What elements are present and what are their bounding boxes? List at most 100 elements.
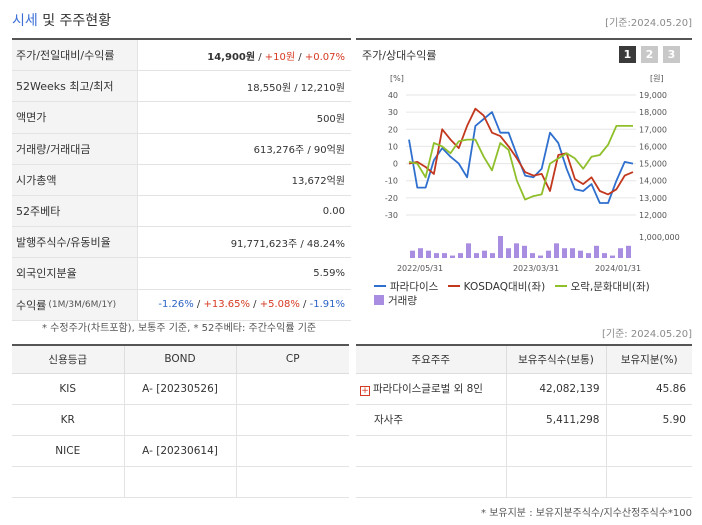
chart-tab-1[interactable]: 1	[619, 46, 636, 63]
agency-cell: KR	[12, 404, 125, 436]
volume-bar	[434, 253, 439, 258]
returns-label: 수익률	[16, 298, 47, 312]
volume-bar	[554, 243, 559, 258]
bond-rating-cell	[124, 404, 237, 436]
holder-pct-cell	[606, 435, 692, 467]
volume-bar	[498, 236, 503, 258]
price-info-table: 주가/전일대비/수익률 14,900원 / +10원 / +0.07% 52We…	[12, 38, 351, 321]
footnote-right: * 보유지분 : 보유지분주식수/지수산정주식수*100	[481, 508, 692, 519]
chart-legend: 파라다이스 KOSDAQ대비(좌) 오락,문화대비(좌) 거래량	[374, 278, 694, 308]
info-label: 시가총액	[12, 164, 138, 195]
holder-shares-cell	[506, 466, 607, 498]
column-header: BOND	[124, 345, 237, 374]
agency-cell	[12, 466, 125, 498]
cp-rating-cell	[236, 404, 349, 436]
info-value: 18,550원 / 12,210원	[246, 82, 345, 94]
right-tick-label: 16,000	[639, 142, 667, 151]
legend-label: KOSDAQ대비(좌)	[463, 280, 546, 293]
volume-bar	[474, 253, 479, 258]
legend-item-kosdaq: KOSDAQ대비(좌)	[447, 279, 546, 293]
right-tick-label: 18,000	[639, 108, 667, 117]
info-value: -1.26% / +13.65% / +5.08% / -1.91%	[158, 299, 345, 311]
volume-bar	[442, 253, 447, 258]
right-tick-label: 14,000	[639, 177, 667, 186]
volume-tick-label: 1,000,000	[639, 233, 680, 242]
volume-bar	[594, 245, 599, 258]
left-tick-label: 40	[388, 91, 398, 100]
legend-line-icon	[374, 285, 386, 287]
column-header: 보유주식수(보통)	[506, 345, 607, 374]
holder-name: 파라다이스글로벌 외 8인	[373, 383, 483, 395]
left-tick-label: 0	[393, 160, 398, 169]
volume-bar	[410, 250, 415, 258]
volume-bar	[530, 253, 535, 258]
bond-rating-cell: A- [20230614]	[124, 435, 237, 467]
volume-bar	[458, 253, 463, 258]
info-value: 0.00	[322, 205, 345, 217]
holder-name-cell	[356, 435, 507, 467]
credit-rating-table: 신용등급 BOND CP KIS A- [20230526] KR NICE A…	[12, 344, 349, 498]
holder-shares-cell: 42,082,139	[506, 373, 607, 405]
holder-pct-cell: 5.90	[606, 404, 692, 436]
info-row-price: 주가/전일대비/수익률 14,900원 / +10원 / +0.07%	[12, 40, 351, 72]
volume-bar	[586, 253, 591, 258]
right-tick-label: 13,000	[639, 194, 667, 203]
x-tick-label: 2024/01/31	[595, 264, 641, 273]
return-3m: +13.65%	[203, 299, 250, 311]
info-label: 거래량/거래대금	[12, 133, 138, 164]
volume-bar	[506, 248, 511, 258]
cp-rating-cell	[236, 435, 349, 467]
chart-title: 주가/상대수익률	[362, 49, 437, 62]
table-row	[356, 466, 692, 498]
info-row-face-value: 액면가 500원	[12, 102, 351, 134]
expand-plus-icon[interactable]: +	[360, 386, 370, 396]
holder-name-cell[interactable]: + 파라다이스글로벌 외 8인	[356, 373, 507, 405]
series-line-2	[408, 125, 633, 201]
info-label: 수익률 (1M/3M/6M/1Y)	[12, 289, 138, 320]
legend-square-icon	[374, 295, 384, 305]
info-value: 91,771,623주 / 48.24%	[230, 238, 345, 250]
table-header-row: 주요주주 보유주식수(보통) 보유지분(%)	[356, 345, 692, 374]
left-tick-label: -30	[385, 211, 398, 220]
info-value: 5.59%	[313, 267, 345, 279]
volume-bar	[610, 255, 615, 258]
right-tick-label: 12,000	[639, 211, 667, 220]
base-date-right: [기준: 2024.05.20]	[601, 329, 692, 340]
chart-tab-3[interactable]: 3	[663, 46, 680, 63]
section-header: 시세 및 주주현황 [기준:2024.05.20]	[12, 6, 692, 30]
holder-shares-cell	[506, 435, 607, 467]
info-row-foreign: 외국인지분율 5.59%	[12, 258, 351, 290]
left-tick-label: -10	[385, 177, 398, 186]
legend-item-entertainment: 오락,문화대비(좌)	[554, 279, 650, 293]
x-tick-label: 2023/03/31	[513, 264, 559, 273]
holder-name-cell	[356, 466, 507, 498]
table-row: KIS A- [20230526]	[12, 373, 349, 405]
volume-bar	[546, 250, 551, 258]
table-row: KR	[12, 404, 349, 436]
info-label: 외국인지분율	[12, 258, 138, 289]
chart-tabs: 1 2 3	[619, 46, 680, 63]
column-header: CP	[236, 345, 349, 374]
title-rest: 및 주주현황	[42, 13, 112, 29]
x-tick-label: 2022/05/31	[397, 264, 443, 273]
volume-bar	[578, 250, 583, 258]
info-label: 주가/전일대비/수익률	[12, 40, 138, 71]
volume-bar	[450, 255, 455, 258]
holder-pct-cell	[606, 466, 692, 498]
price-change: +10원	[264, 51, 296, 63]
relative-return-chart: [%] [원] 40 19,000 30 18,000 20 17,000 10 16,000 0 1…	[385, 74, 680, 273]
volume-bar	[490, 253, 495, 258]
volume-bar	[602, 253, 607, 258]
table-row: + 파라다이스글로벌 외 8인 42,082,139 45.86	[356, 373, 692, 405]
returns-period-label: (1M/3M/6M/1Y)	[48, 299, 117, 310]
left-axis-unit: [%]	[390, 74, 404, 83]
legend-label: 파라다이스	[390, 280, 439, 293]
chart-tab-2[interactable]: 2	[641, 46, 658, 63]
title-highlight: 시세	[12, 13, 38, 29]
legend-item-paradise: 파라다이스	[374, 279, 438, 293]
table-row	[12, 466, 349, 498]
table-row: 자사주 5,411,298 5.90	[356, 404, 692, 436]
legend-line-icon	[554, 285, 567, 287]
return-6m: +5.08%	[259, 299, 300, 311]
table-row: NICE A- [20230614]	[12, 435, 349, 467]
